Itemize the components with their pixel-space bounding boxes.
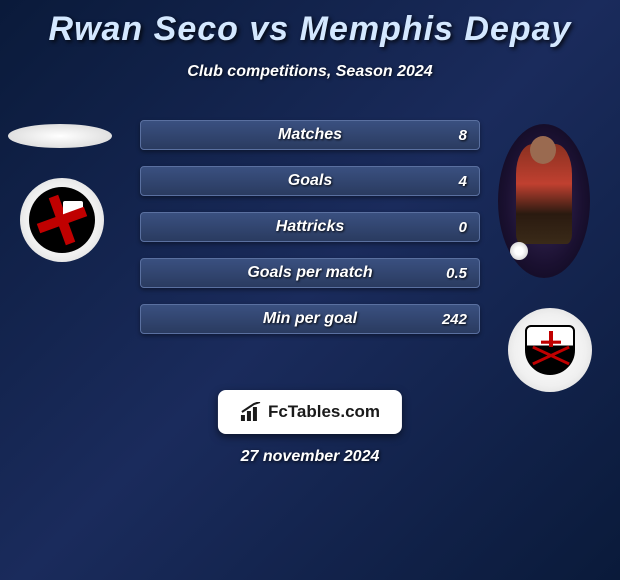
stat-value: 8 [459,127,467,144]
stat-label: Matches [278,126,342,144]
stats-container: Matches 8 Goals 4 Hattricks 0 Goals per … [140,120,480,350]
stat-row: Matches 8 [140,120,480,150]
stat-value: 4 [459,173,467,190]
stat-label: Hattricks [276,218,344,236]
comparison-title: Rwan Seco vs Memphis Depay [0,0,620,49]
stat-row: Min per goal 242 [140,304,480,334]
stat-label: Goals [288,172,332,190]
brand-text: FcTables.com [268,402,380,422]
stat-value: 0 [459,219,467,236]
comparison-date: 27 november 2024 [241,448,380,466]
brand-badge: FcTables.com [218,390,402,434]
club-badge-right [508,308,592,392]
stat-value: 242 [442,311,467,328]
club-badge-left [20,178,104,262]
stat-label: Min per goal [263,310,357,328]
player-left-placeholder [8,124,112,148]
stat-label: Goals per match [247,264,372,282]
stat-value: 0.5 [446,265,467,282]
player-right-photo [498,124,590,278]
stat-row: Hattricks 0 [140,212,480,242]
stat-row: Goals 4 [140,166,480,196]
stat-row: Goals per match 0.5 [140,258,480,288]
chart-icon [240,402,262,422]
comparison-subtitle: Club competitions, Season 2024 [0,63,620,81]
